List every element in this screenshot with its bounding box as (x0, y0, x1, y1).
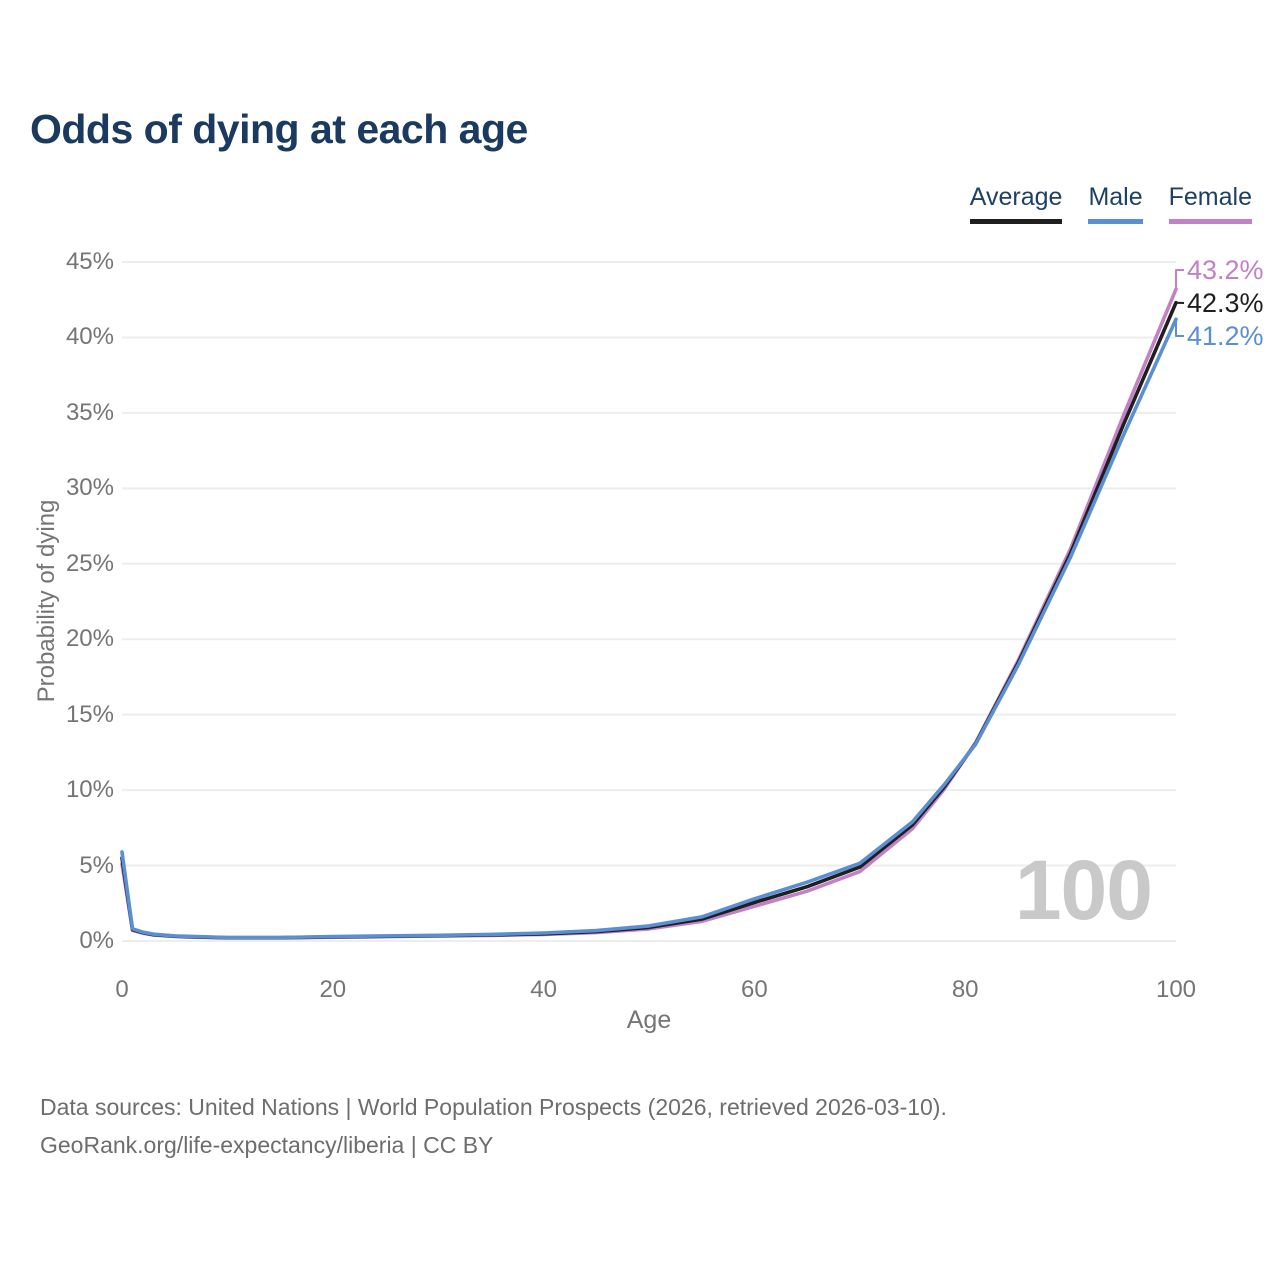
y-axis-title: Probability of dying (33, 499, 60, 703)
end-label-connector-male (1175, 319, 1184, 337)
legend-item-average[interactable]: Average (969, 183, 1063, 224)
end-label-male: 41.2% (1187, 321, 1264, 351)
gridlines (122, 261, 1176, 942)
x-tick-label: 100 (1155, 976, 1197, 1003)
y-tick-label: 40% (65, 323, 114, 351)
y-tick-label: 5% (79, 851, 114, 879)
data-source-line1: Data sources: United Nations | World Pop… (40, 1094, 947, 1120)
y-tick-label: 20% (65, 625, 114, 653)
data-source-line2: GeoRank.org/life-expectancy/liberia | CC… (40, 1132, 494, 1158)
legend-item-male[interactable]: Male (1088, 183, 1143, 224)
x-tick-label: 60 (741, 976, 768, 1003)
data-source-note: Data sources: United Nations | World Pop… (40, 1088, 947, 1164)
y-tick-label: 15% (65, 700, 114, 728)
end-label-average: 42.3% (1187, 288, 1264, 318)
x-tick-label: 40 (530, 976, 557, 1003)
x-tick-label: 0 (115, 976, 129, 1003)
series-line-female[interactable] (120, 287, 1178, 940)
x-tick-label: 80 (951, 976, 979, 1003)
end-label-connector-female (1175, 269, 1184, 290)
legend: Average Male Female (969, 183, 1252, 224)
watermark-age-100: 100 (1014, 843, 1153, 937)
y-tick-label: 10% (65, 776, 114, 804)
legend-item-female[interactable]: Female (1168, 183, 1252, 224)
y-tick-label: 0% (79, 927, 114, 954)
y-tick-label: 35% (65, 398, 114, 426)
x-tick-label: 20 (319, 976, 347, 1003)
chart-series (120, 287, 1178, 940)
page-title: Odds of dying at each age (30, 106, 528, 152)
end-label-female: 43.2% (1187, 255, 1264, 285)
y-tick-label: 30% (65, 474, 114, 502)
series-line-male[interactable] (120, 317, 1178, 940)
y-tick-label: 45% (65, 248, 114, 275)
x-axis-title: Age (626, 1006, 672, 1034)
end-label-connectors (1175, 269, 1185, 337)
y-tick-label: 25% (65, 549, 114, 577)
